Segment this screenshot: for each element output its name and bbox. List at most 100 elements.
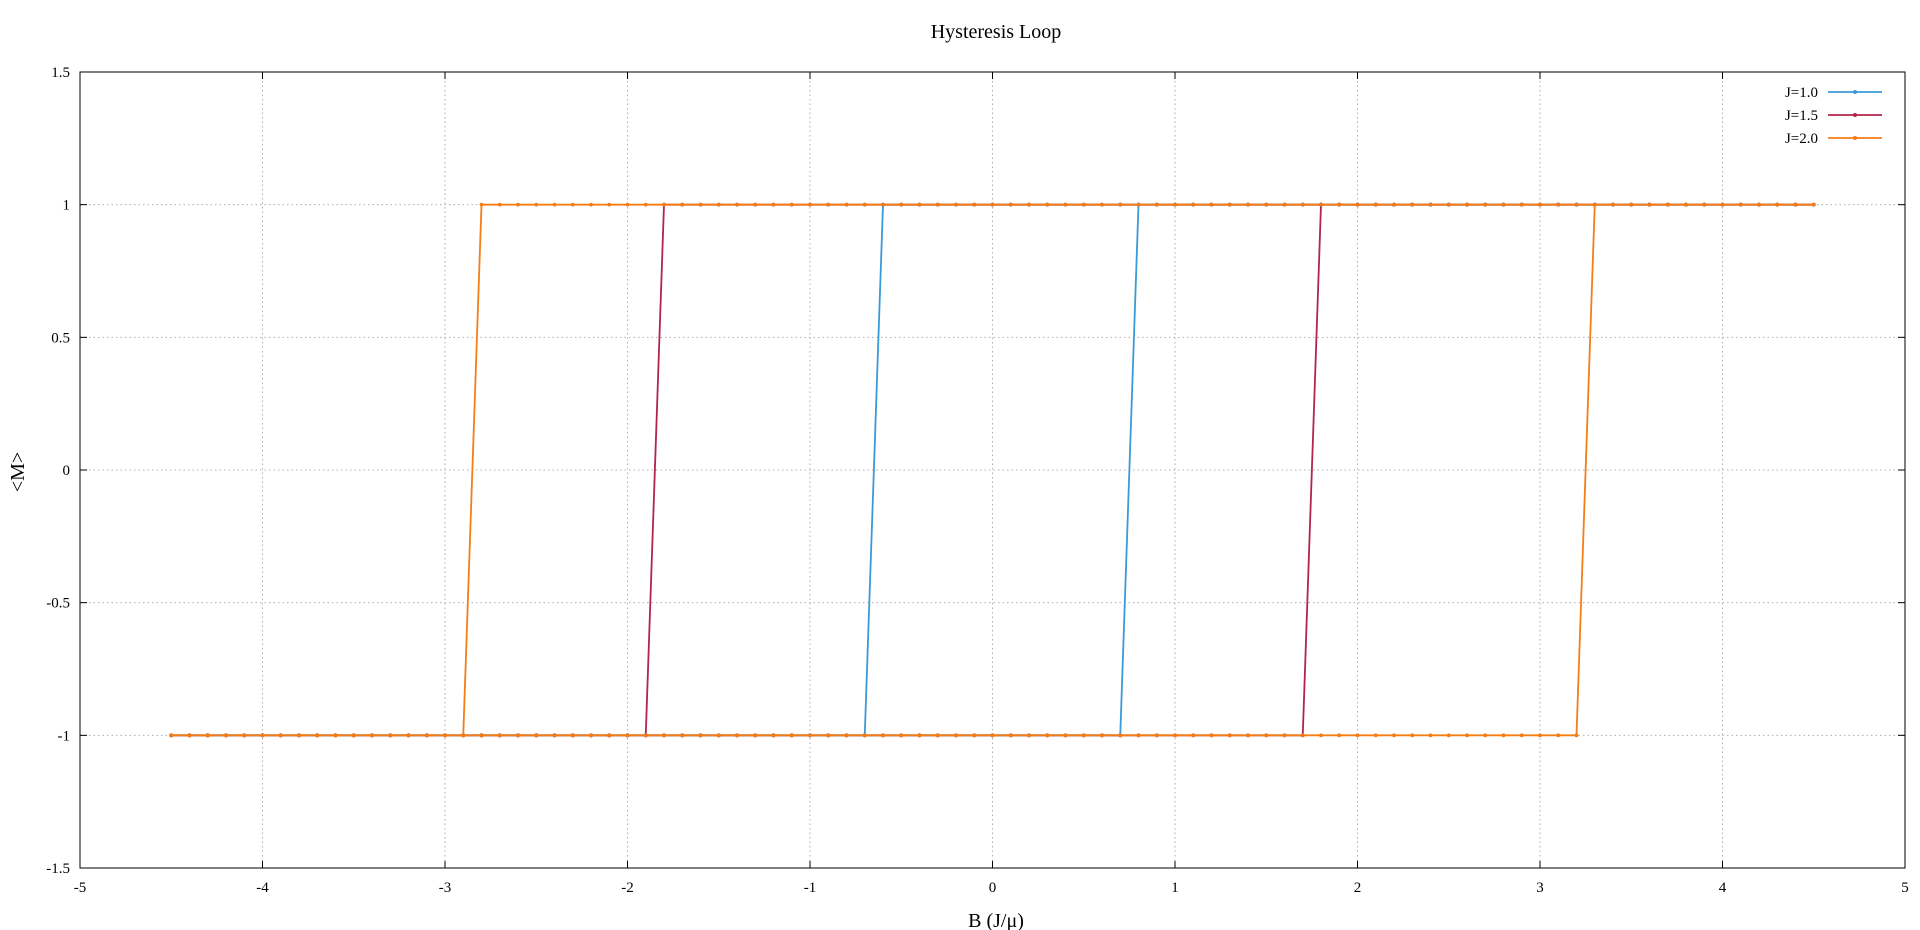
- data-point: [1410, 733, 1415, 738]
- data-point: [1410, 202, 1415, 207]
- data-point: [826, 202, 831, 207]
- data-point: [1246, 733, 1250, 738]
- data-point: [753, 202, 758, 207]
- x-tick-label: 1: [1171, 880, 1179, 896]
- data-point: [497, 202, 502, 207]
- data-point: [1519, 202, 1524, 207]
- data-point: [570, 733, 575, 738]
- data-point: [917, 202, 922, 207]
- x-tick-label: -3: [439, 880, 452, 896]
- axis-ticks: -5 -4 -3 -2 -1 0 1 2 3 4 5 -1.5 -1 -0.5 0 0.5 1 1.5: [46, 65, 1909, 896]
- data-point: [1227, 202, 1232, 207]
- chart-title: Hysteresis Loop: [931, 21, 1062, 43]
- data-point: [1319, 202, 1323, 207]
- legend-entry: J=1.5: [1785, 108, 1882, 124]
- data-point: [954, 733, 958, 738]
- data-point: [1428, 733, 1433, 738]
- data-point: [771, 733, 776, 738]
- data-point: [1373, 202, 1378, 207]
- data-point: [1154, 202, 1159, 207]
- data-point: [169, 733, 174, 738]
- data-point: [1483, 202, 1488, 207]
- legend-marker: [1853, 113, 1857, 117]
- data-point: [808, 733, 812, 738]
- data-point: [1136, 733, 1141, 738]
- legend-entry: J=1.0: [1785, 85, 1882, 101]
- data-point: [479, 202, 484, 207]
- data-point: [1647, 202, 1652, 207]
- data-point: [351, 733, 356, 738]
- data-point: [1538, 202, 1542, 207]
- data-point: [990, 733, 995, 738]
- data-point: [205, 733, 210, 738]
- data-point: [881, 202, 885, 207]
- data-point: [1173, 202, 1177, 207]
- x-tick-label: 3: [1536, 880, 1544, 896]
- y-tick-label: 0.5: [51, 330, 70, 346]
- data-point: [534, 202, 539, 207]
- data-point: [1154, 733, 1159, 738]
- x-tick-label: -1: [804, 880, 817, 896]
- data-point: [716, 202, 721, 207]
- data-point: [242, 733, 247, 738]
- data-point: [1264, 202, 1269, 207]
- data-point: [479, 733, 484, 738]
- data-point: [844, 733, 849, 738]
- data-point: [278, 733, 283, 738]
- data-point: [881, 733, 885, 738]
- data-point: [643, 733, 648, 738]
- data-point: [735, 202, 739, 207]
- data-point: [1519, 733, 1524, 738]
- data-point: [1282, 202, 1287, 207]
- data-point: [1063, 202, 1068, 207]
- x-tick-label: -4: [256, 880, 269, 896]
- data-point: [534, 733, 539, 738]
- plot-frame: [79, 71, 1906, 869]
- data-point: [315, 733, 320, 738]
- data-point: [972, 733, 977, 738]
- series-layer: [169, 202, 1816, 738]
- data-point: [424, 733, 429, 738]
- data-point: [1008, 733, 1013, 738]
- data-point: [1118, 202, 1123, 207]
- data-point: [1775, 202, 1780, 207]
- data-point: [370, 733, 374, 738]
- data-point: [1757, 202, 1761, 207]
- data-point: [935, 733, 940, 738]
- data-point: [1793, 202, 1798, 207]
- data-point: [1045, 202, 1050, 207]
- x-tick-label: 2: [1354, 880, 1362, 896]
- data-point: [1501, 733, 1506, 738]
- data-point: [497, 733, 502, 738]
- data-point: [1538, 733, 1542, 738]
- data-point: [662, 733, 666, 738]
- data-point: [1556, 202, 1561, 207]
- x-tick-label: 5: [1901, 880, 1909, 896]
- data-point: [625, 733, 630, 738]
- data-point: [1483, 733, 1488, 738]
- data-point: [826, 733, 831, 738]
- y-tick-label: 1: [63, 198, 71, 214]
- legend-label: J=2.0: [1785, 131, 1818, 147]
- data-point: [406, 733, 411, 738]
- data-point: [716, 733, 721, 738]
- data-point: [1264, 733, 1269, 738]
- data-point: [1574, 733, 1579, 738]
- data-point: [187, 733, 192, 738]
- y-axis-title: <M>: [7, 452, 29, 492]
- data-point: [789, 202, 794, 207]
- data-point: [1209, 733, 1214, 738]
- data-point: [1665, 202, 1670, 207]
- data-point: [607, 733, 612, 738]
- data-point: [972, 202, 977, 207]
- data-point: [607, 202, 612, 207]
- data-point: [1337, 733, 1342, 738]
- data-point: [1063, 733, 1068, 738]
- data-point: [753, 733, 758, 738]
- data-point: [589, 733, 593, 738]
- data-point: [1446, 733, 1451, 738]
- data-point: [1136, 202, 1141, 207]
- data-point: [935, 202, 940, 207]
- data-point: [1081, 202, 1086, 207]
